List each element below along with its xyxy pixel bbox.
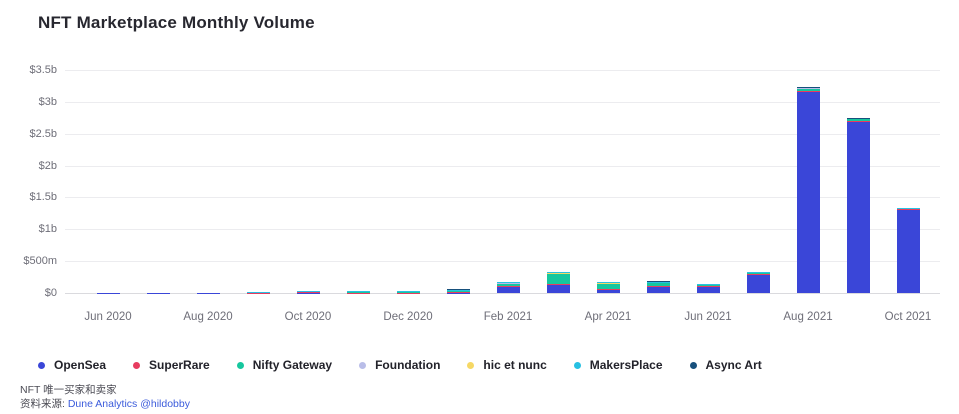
y-tick-label: $1.5b bbox=[29, 191, 57, 204]
bar-segment-opensea[interactable] bbox=[896, 208, 920, 293]
x-tick-label: Oct 2020 bbox=[284, 311, 332, 323]
bar-segment-superrare[interactable] bbox=[296, 291, 320, 293]
x-tick-label: Aug 2021 bbox=[783, 311, 833, 323]
footer: NFT 唯一买家和卖家 资料来源: Dune Analytics @hildob… bbox=[20, 384, 190, 411]
bar-segment-superrare[interactable] bbox=[496, 286, 520, 287]
x-tick-label: Aug 2020 bbox=[183, 311, 233, 323]
gridline bbox=[65, 165, 940, 167]
gridline bbox=[65, 133, 940, 135]
bar-segment-opensea[interactable] bbox=[646, 286, 670, 293]
legend: OpenSea SuperRare Nifty Gateway Foundation h… bbox=[38, 358, 762, 372]
bar-segment-superrare[interactable] bbox=[546, 284, 570, 286]
bar-segment-nifty-gateway[interactable] bbox=[546, 272, 570, 285]
gridline bbox=[65, 261, 940, 263]
legend-dot-icon bbox=[236, 361, 244, 369]
bar-segment-nifty-gateway[interactable] bbox=[896, 207, 920, 209]
bar-segment-nifty-gateway[interactable] bbox=[446, 289, 470, 293]
bar-segment-nifty-gateway[interactable] bbox=[646, 282, 670, 286]
x-tick-label: Jun 2020 bbox=[84, 311, 132, 323]
legend-item-superrare[interactable]: SuperRare bbox=[133, 358, 210, 372]
bar-segment-nifty-gateway[interactable] bbox=[346, 290, 370, 293]
bar-segment-opensea[interactable] bbox=[496, 286, 520, 293]
y-tick-label: $500m bbox=[23, 255, 57, 268]
legend-item-makersplace[interactable]: MakersPlace bbox=[573, 358, 663, 372]
gridline bbox=[65, 229, 940, 231]
legend-label: Nifty Gateway bbox=[252, 358, 333, 372]
legend-dot-icon bbox=[38, 361, 45, 369]
bar-segment-opensea[interactable] bbox=[796, 92, 820, 293]
bar-segment-nifty-gateway[interactable] bbox=[796, 87, 820, 92]
bar-segment-opensea[interactable] bbox=[596, 289, 620, 293]
bar-segment-opensea[interactable] bbox=[846, 122, 870, 293]
y-tick-label: $0 bbox=[44, 287, 57, 299]
legend-label: OpenSea bbox=[54, 358, 107, 372]
legend-item-async-art[interactable]: Async Art bbox=[689, 358, 762, 372]
y-tick-label: $2.5b bbox=[29, 127, 57, 140]
legend-dot-icon bbox=[359, 361, 367, 369]
footer-source-line: 资料来源: Dune Analytics @hildobby bbox=[20, 398, 190, 412]
bar-segment-nifty-gateway[interactable] bbox=[496, 282, 520, 287]
bar-segment-opensea[interactable] bbox=[696, 286, 720, 293]
bar-segment-nifty-gateway[interactable] bbox=[746, 272, 770, 274]
legend-dot-icon bbox=[133, 361, 141, 369]
chart-title: NFT Marketplace Monthly Volume bbox=[38, 13, 315, 32]
bar-segment-opensea[interactable] bbox=[746, 273, 770, 293]
gridline bbox=[65, 70, 940, 71]
bar-segment-nifty-gateway[interactable] bbox=[846, 118, 870, 122]
bar-segment-opensea[interactable] bbox=[546, 285, 570, 293]
legend-dot-icon bbox=[467, 361, 475, 369]
bar-segment-nifty-gateway[interactable] bbox=[696, 284, 720, 286]
legend-label: MakersPlace bbox=[589, 358, 663, 372]
y-tick-label: $1b bbox=[38, 223, 57, 236]
legend-item-nifty-gateway[interactable]: Nifty Gateway bbox=[236, 358, 333, 372]
plot-area bbox=[65, 70, 940, 294]
bar-segment-superrare[interactable] bbox=[796, 91, 820, 93]
footer-caption: NFT 唯一买家和卖家 bbox=[20, 384, 117, 396]
gridline bbox=[65, 101, 940, 103]
footer-source-label: 资料来源: bbox=[20, 397, 68, 410]
gridline bbox=[65, 197, 940, 199]
y-tick-label: $3.5b bbox=[29, 64, 57, 76]
bar-segment-superrare[interactable] bbox=[846, 121, 870, 123]
y-tick-label: $3b bbox=[38, 95, 57, 108]
x-tick-label: Feb 2021 bbox=[483, 311, 533, 323]
legend-dot-icon bbox=[573, 361, 581, 369]
legend-label: hic et nunc bbox=[483, 358, 547, 372]
legend-item-hic-et-nunc[interactable]: hic et nunc bbox=[467, 358, 547, 372]
y-tick-label: $2b bbox=[38, 159, 57, 172]
legend-label: Async Art bbox=[705, 358, 762, 372]
x-tick-label: Dec 2020 bbox=[383, 311, 433, 323]
bar-segment-nifty-gateway[interactable] bbox=[596, 282, 620, 290]
bar-segment-superrare[interactable] bbox=[446, 292, 470, 293]
x-tick-label: Oct 2021 bbox=[884, 311, 932, 323]
footer-source-link[interactable]: Dune Analytics @hildobby bbox=[67, 397, 190, 410]
bar-segment-superrare[interactable] bbox=[646, 285, 670, 287]
legend-dot-icon bbox=[689, 361, 697, 369]
legend-item-opensea[interactable]: OpenSea bbox=[38, 358, 106, 372]
bar-segment-superrare[interactable] bbox=[596, 289, 620, 290]
legend-label: Foundation bbox=[375, 358, 441, 372]
gridline bbox=[65, 293, 940, 294]
bar-segment-nifty-gateway[interactable] bbox=[396, 290, 420, 293]
legend-label: SuperRare bbox=[149, 358, 210, 372]
legend-item-foundation[interactable]: Foundation bbox=[359, 358, 440, 372]
x-tick-label: Jun 2021 bbox=[684, 311, 732, 323]
x-tick-label: Apr 2021 bbox=[584, 311, 632, 323]
